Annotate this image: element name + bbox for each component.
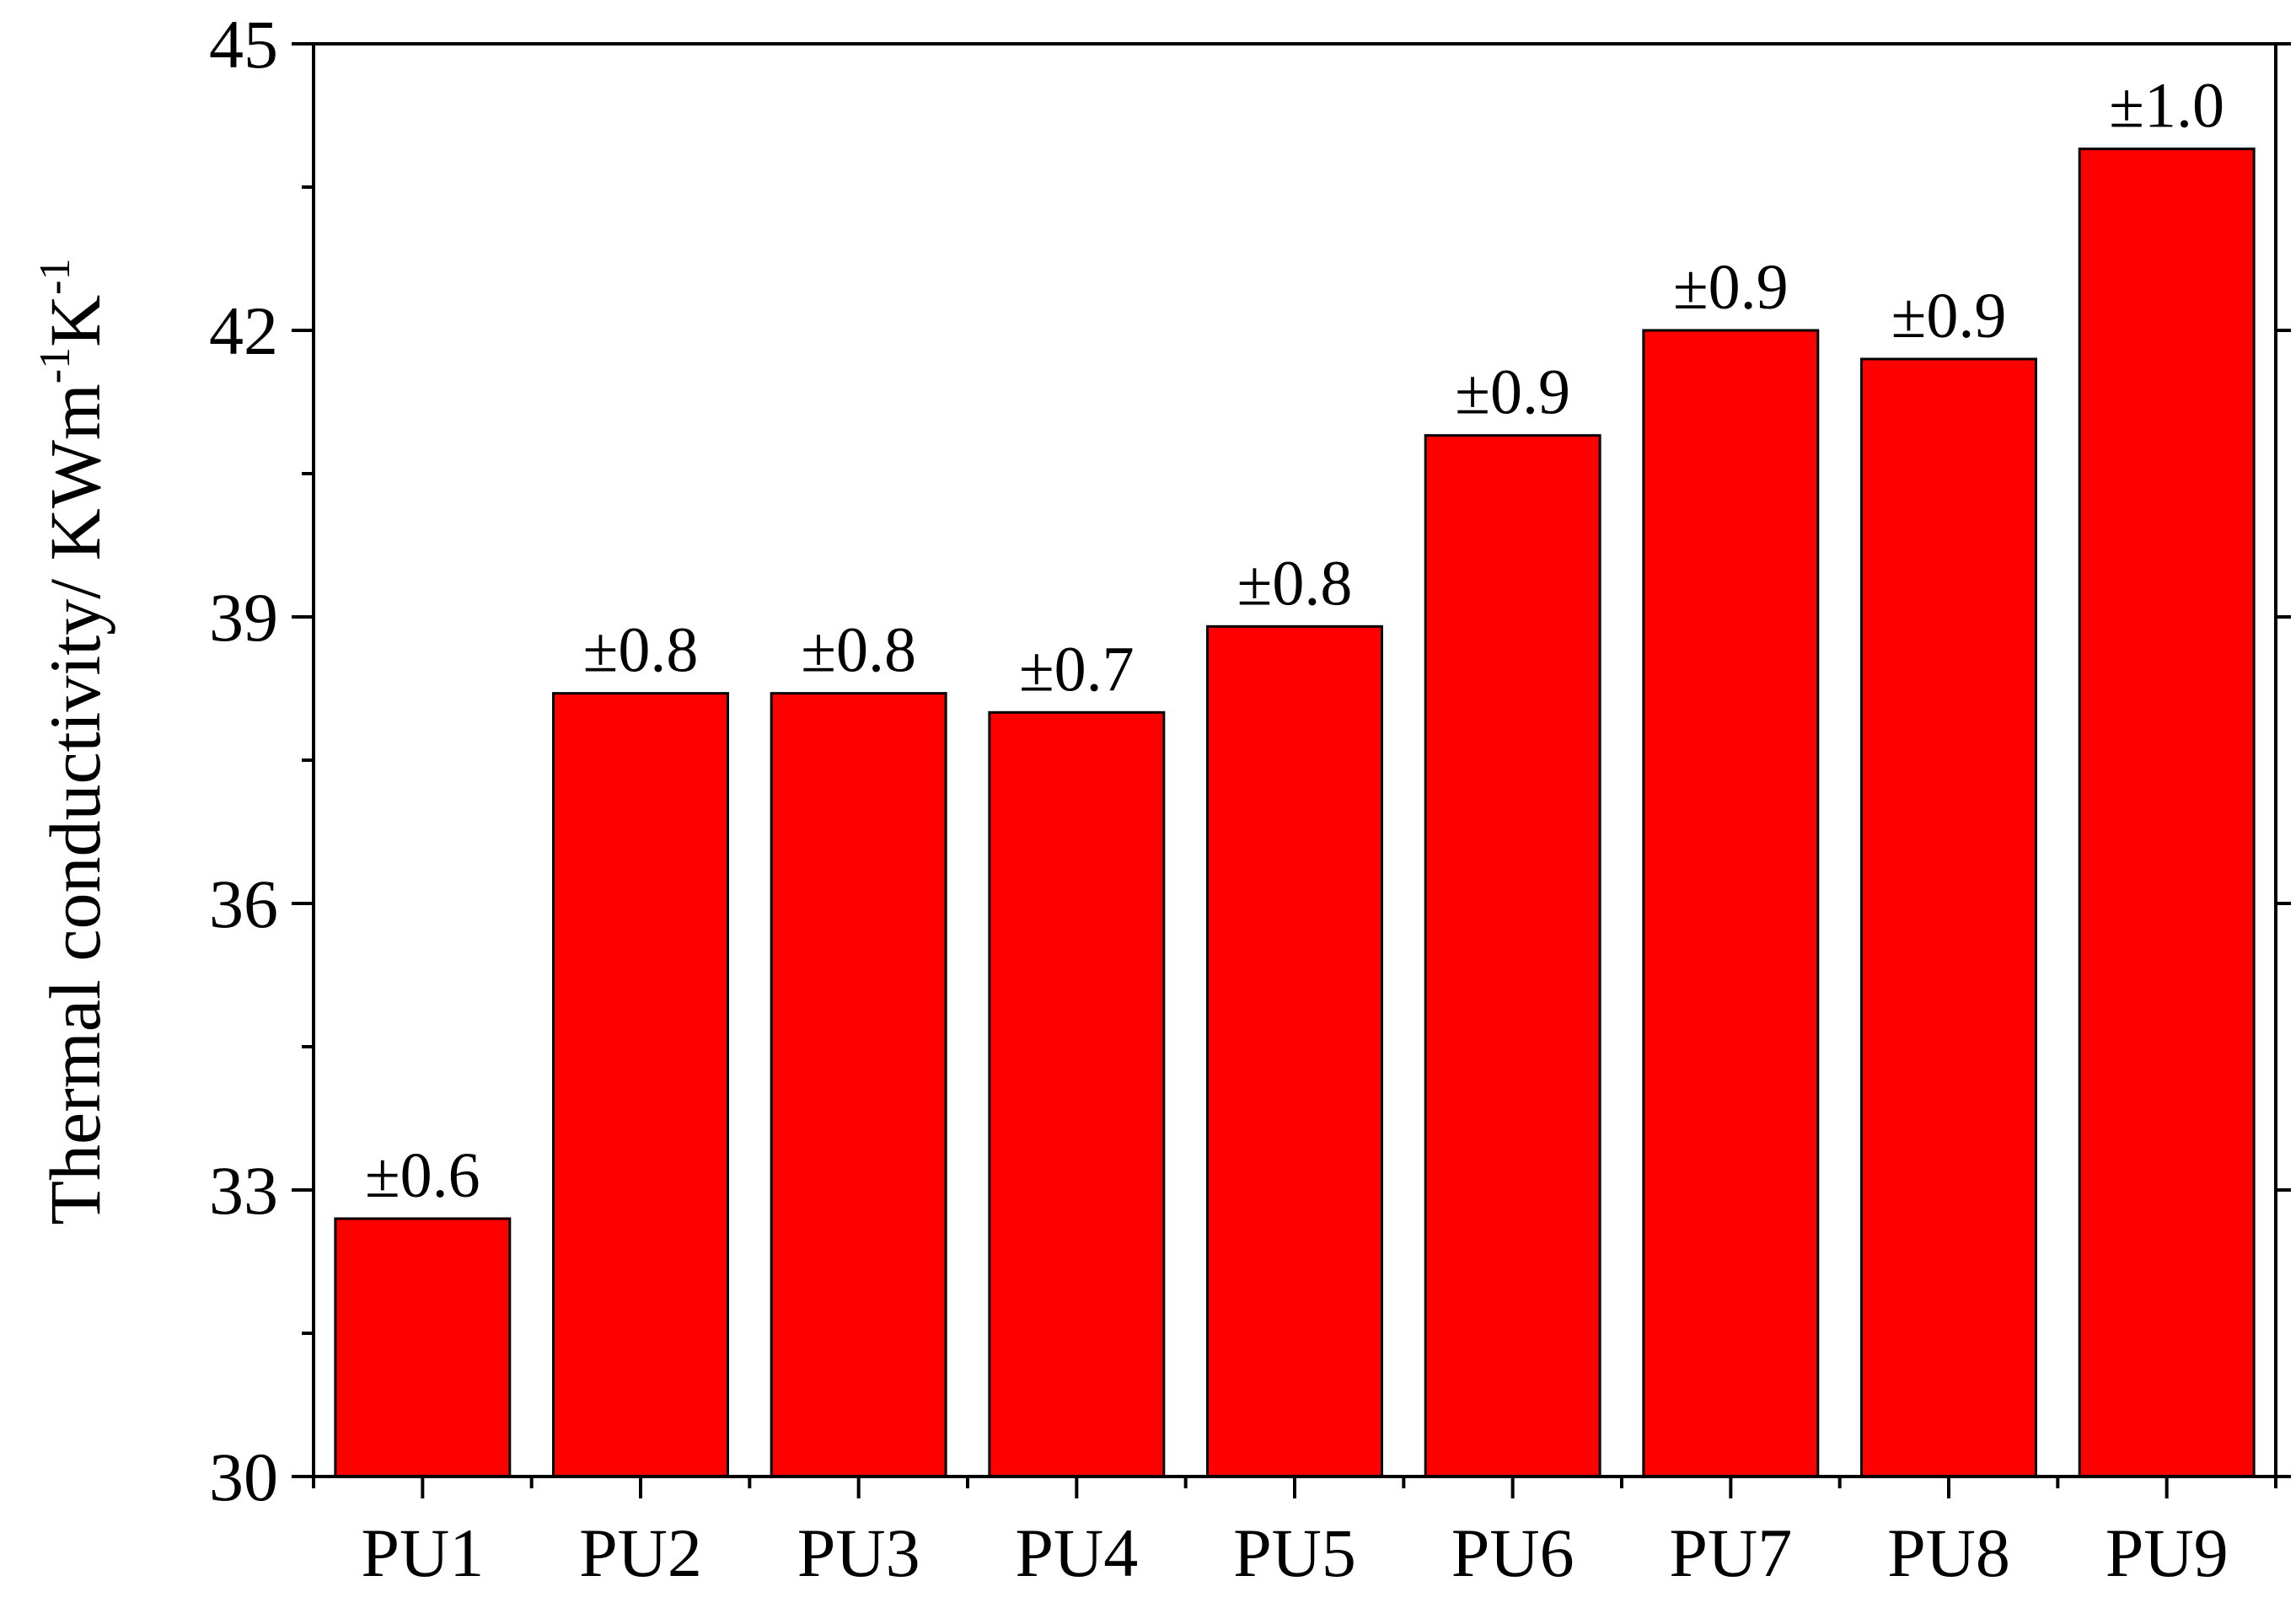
- y-tick-label: 45: [209, 6, 278, 83]
- bar-error-label: ±1.0: [2109, 71, 2224, 142]
- y-ticks-group: 30 33 36 39 42 45: [209, 6, 2291, 1515]
- bars-group: [334, 147, 2256, 1478]
- bar-pu8: [1860, 357, 2037, 1478]
- bar-pu5: [1206, 624, 1383, 1478]
- x-tick-label: PU7: [1669, 1514, 1792, 1591]
- bar-error-label: ±0.9: [1673, 252, 1789, 323]
- bar-pu3: [770, 692, 947, 1478]
- y-axis-title-main: Thermal conductivity/ KWm: [35, 383, 115, 1225]
- y-axis-title-sup1: -1: [31, 347, 79, 383]
- x-ticks-group: PU1 PU2 PU3 PU4 PU5 PU6 PU7 PU8 PU9: [312, 1477, 2277, 1591]
- y-axis-title: Thermal conductivity/ KWm-1K-1: [31, 258, 115, 1225]
- x-tick-label: PU5: [1233, 1514, 1356, 1591]
- bar-pu4: [988, 710, 1166, 1478]
- x-tick-label: PU3: [797, 1514, 920, 1591]
- x-tick-label: PU4: [1015, 1514, 1138, 1591]
- y-tick-label: 36: [209, 866, 278, 942]
- y-tick-label: 33: [209, 1152, 278, 1229]
- y-tick-label: 30: [209, 1439, 278, 1515]
- x-tick-label: PU6: [1451, 1514, 1574, 1591]
- bar-pu7: [1642, 329, 1820, 1478]
- bar-error-label: ±0.7: [1019, 634, 1135, 705]
- x-tick-label: PU1: [361, 1514, 484, 1591]
- bar-labels-group: ±0.6 ±0.8 ±0.8 ±0.7 ±0.8 ±0.9 ±0.9 ±0.9 ±1.0: [365, 71, 2224, 1211]
- y-axis-title-sup2: -1: [31, 258, 79, 294]
- bar-pu6: [1424, 434, 1601, 1478]
- y-tick-label: 42: [209, 292, 278, 369]
- bar-pu9: [2078, 147, 2256, 1478]
- y-tick-label: 39: [209, 579, 278, 656]
- bar-pu2: [552, 692, 729, 1478]
- bar-pu1: [334, 1217, 512, 1478]
- bar-error-label: ±0.9: [1455, 357, 1570, 428]
- bar-error-label: ±0.6: [365, 1140, 480, 1211]
- bar-error-label: ±0.8: [583, 615, 699, 686]
- bar-error-label: ±0.9: [1891, 281, 2007, 351]
- bar-error-label: ±0.8: [801, 615, 916, 686]
- x-tick-label: PU2: [579, 1514, 702, 1591]
- y-axis-title-mid: K: [35, 295, 115, 347]
- bar-error-label: ±0.8: [1237, 548, 1353, 619]
- x-tick-label: PU8: [1887, 1514, 2010, 1591]
- x-tick-label: PU9: [2106, 1514, 2229, 1591]
